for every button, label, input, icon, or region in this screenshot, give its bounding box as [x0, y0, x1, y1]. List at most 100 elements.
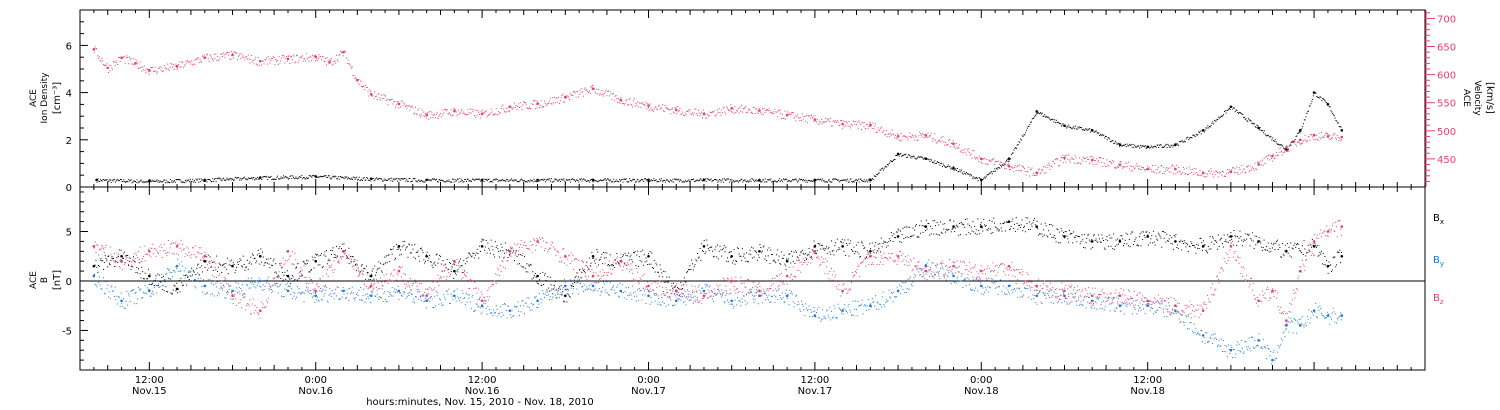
- bx-series-sample: [754, 250, 756, 252]
- velocity-series-sample: [1234, 168, 1236, 170]
- density-series-sample: [183, 182, 185, 184]
- velocity-series-sample: [886, 136, 888, 138]
- density-series-sample: [1302, 126, 1304, 128]
- bx-series-sample: [233, 264, 235, 266]
- velocity-series-sample: [857, 128, 859, 130]
- bx-series-sample: [614, 259, 616, 261]
- bx-series-sample: [660, 268, 662, 270]
- velocity-series-sample: [692, 112, 694, 114]
- density-series-sample: [773, 181, 775, 183]
- bx-series-sample: [191, 267, 193, 269]
- velocity-series-sample: [1083, 158, 1085, 160]
- bx-series-sample: [630, 254, 632, 256]
- density-series-sample: [461, 179, 463, 181]
- density-series-sample: [964, 172, 966, 174]
- density-series-sample: [322, 176, 324, 178]
- density-series-sample: [330, 178, 332, 180]
- density-series-sample: [896, 154, 898, 156]
- velocity-series-sample: [1137, 165, 1139, 167]
- velocity-series-sample: [1227, 172, 1229, 174]
- bx-series-sample: [918, 236, 920, 238]
- bx-series-sample: [212, 261, 214, 263]
- bx-series-sample: [891, 235, 893, 237]
- velocity-series-sample: [1002, 164, 1004, 166]
- density-series-sample: [605, 180, 607, 182]
- bx-series-sample: [1099, 241, 1101, 243]
- velocity-series-sample: [584, 87, 586, 89]
- bx-series-sample: [974, 225, 976, 227]
- velocity-series-sample: [361, 86, 363, 88]
- velocity-series-sample: [1290, 142, 1292, 144]
- density-series-sample: [1159, 144, 1161, 146]
- velocity-series-sample: [415, 113, 417, 115]
- density-series-sample: [181, 182, 183, 184]
- density-series-sample: [1015, 147, 1017, 149]
- bx-series-sample: [1127, 245, 1129, 247]
- velocity-series-sample: [139, 61, 141, 63]
- density-series-sample: [839, 180, 841, 182]
- density-series-sample: [1303, 119, 1305, 121]
- density-series-sample: [824, 181, 826, 183]
- bx-series-sample: [1205, 249, 1207, 251]
- density-series-sample: [1071, 128, 1073, 130]
- bx-series-sample: [251, 263, 253, 265]
- density-series-sample: [510, 179, 512, 181]
- velocity-series-sample: [868, 126, 870, 128]
- bx-series-sample: [308, 271, 310, 273]
- velocity-series-sample: [667, 108, 669, 110]
- density-series-sample: [492, 179, 494, 181]
- bx-series-sample: [820, 248, 822, 250]
- bx-series-sample: [226, 257, 228, 259]
- velocity-series-sample: [1309, 139, 1311, 141]
- bx-series-sample: [1212, 236, 1214, 238]
- velocity-series-sample: [429, 110, 431, 112]
- density-series-sample: [1061, 124, 1063, 126]
- density-series-sample: [466, 180, 468, 182]
- velocity-series-sample: [896, 133, 898, 135]
- velocity-series-sample: [741, 104, 743, 106]
- density-series-sample: [124, 181, 126, 183]
- velocity-series-sample: [820, 118, 822, 120]
- bx-series-sample: [182, 285, 184, 287]
- bx-series-sample: [878, 247, 880, 249]
- density-series-sample: [114, 179, 116, 181]
- density-series-sample: [1096, 132, 1098, 134]
- velocity-series-sample: [1261, 159, 1263, 161]
- density-series-sample: [847, 178, 849, 180]
- bx-series-sample: [364, 268, 366, 270]
- bx-series-sample: [757, 254, 759, 256]
- density-series-sample: [777, 181, 779, 183]
- velocity-series-sample: [781, 114, 783, 116]
- bx-series-sample: [690, 269, 692, 271]
- velocity-series-sample: [310, 55, 312, 57]
- density-series-sample: [1170, 145, 1172, 147]
- bx-series-sample: [735, 260, 737, 262]
- bx-series-sample: [360, 265, 362, 267]
- density-series-sample: [397, 177, 399, 179]
- density-series-sample: [953, 169, 955, 171]
- density-series-sample: [1193, 134, 1195, 136]
- density-series-sample: [1247, 121, 1249, 123]
- bx-series-sample: [508, 249, 510, 251]
- velocity-series-sample: [854, 123, 856, 125]
- bx-series-sample: [130, 269, 132, 271]
- bx-series-sample: [1058, 231, 1060, 233]
- bx-series-sample: [256, 254, 258, 256]
- velocity-series-sample: [1084, 157, 1086, 159]
- velocity-series-sample: [167, 63, 169, 65]
- velocity-series-sample: [932, 140, 934, 142]
- density-series-sample: [1327, 103, 1329, 105]
- density-series-sample: [626, 181, 628, 183]
- velocity-series-sample: [406, 107, 408, 109]
- bx-series-sample: [1061, 230, 1063, 232]
- bx-series-point: [480, 245, 484, 248]
- density-series-sample: [1163, 146, 1165, 148]
- velocity-series-sample: [773, 113, 775, 115]
- bx-series-sample: [733, 249, 735, 251]
- velocity-series-sample: [1174, 167, 1176, 169]
- velocity-series-sample: [613, 100, 615, 102]
- bx-series-sample: [685, 281, 687, 283]
- bx-series-sample: [1057, 229, 1059, 231]
- velocity-series-sample: [855, 124, 857, 126]
